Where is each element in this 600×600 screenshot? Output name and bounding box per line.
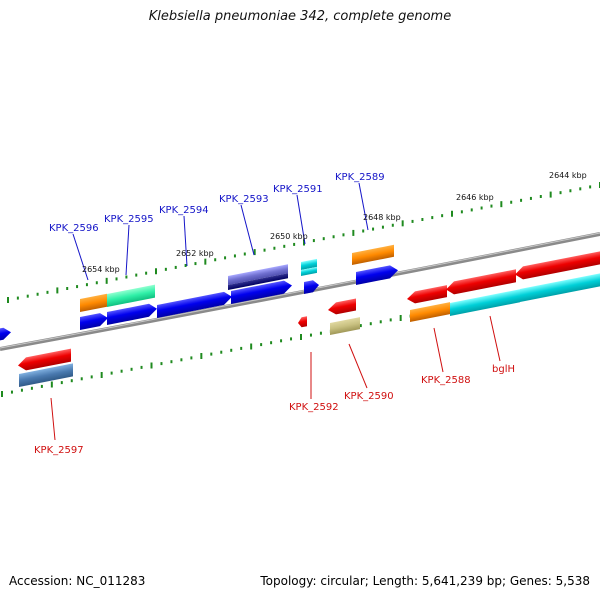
label-leader-line: [183, 215, 188, 267]
gene-label: KPK_2595: [104, 214, 154, 225]
gene-label: KPK_2596: [49, 223, 99, 234]
scale-labels: 2654 kbp 2652 kbp 2650 kbp 2648 kbp 2646…: [82, 171, 587, 274]
gene-label: KPK_2589: [335, 172, 385, 183]
gene-box: [228, 264, 288, 285]
gene-box-shape: [410, 302, 450, 322]
scale-label: 2646 kbp: [456, 193, 494, 202]
scale-label: 2650 kbp: [270, 232, 308, 241]
gene-box-shape: [19, 363, 73, 387]
gene-arrow: [157, 291, 232, 318]
gene-arrow-shape: [157, 291, 232, 318]
gene-arrow: [446, 269, 516, 295]
gene-label: KPK_2592: [289, 402, 339, 413]
gene-box: [19, 363, 73, 387]
gene-arrow-shape: [298, 316, 307, 328]
label-leader-line: [296, 194, 306, 245]
gene-label: KPK_2593: [219, 194, 269, 205]
gene-box-shape: [228, 264, 288, 285]
gene-arrow: [0, 327, 11, 342]
gene-box-shape: [107, 284, 155, 307]
label-leader-line: [348, 343, 368, 389]
map-title: Klebsiella pneumoniae 342, complete geno…: [148, 9, 452, 24]
gene-label: KPK_2591: [273, 184, 323, 195]
label-leader-line: [125, 224, 130, 276]
gene-arrow: [407, 285, 447, 304]
label-leader-line: [50, 397, 56, 441]
genome-backbone-highlight: [0, 232, 600, 349]
gene-box: [352, 244, 394, 265]
gene-box: [410, 302, 450, 322]
gene-box-shape: [450, 289, 520, 316]
gene-arrow-shape: [0, 327, 11, 342]
gene-box-shape: [301, 258, 317, 270]
gene-arrow: [107, 303, 157, 325]
label-leader-line: [72, 233, 89, 281]
gene-arrow: [18, 348, 71, 371]
gene-box: [107, 284, 155, 307]
gene-arrow-shape: [80, 313, 108, 330]
gene-arrow-shape: [304, 280, 319, 294]
gene-features: [0, 244, 600, 387]
label-leader-line: [433, 327, 444, 373]
gene-box-shape: [228, 273, 288, 290]
gene-label: KPK_2594: [159, 205, 209, 216]
gene-labels-bottom: KPK_2597 KPK_2592 KPK_2590 KPK_2588 bglH: [34, 364, 515, 456]
gene-arrow-shape: [328, 298, 356, 315]
gene-label: KPK_2597: [34, 445, 84, 456]
gene-arrow-shape: [18, 348, 71, 371]
gene-box-shape: [520, 272, 600, 302]
gene-arrow-shape: [515, 250, 600, 280]
gene-label: bglH: [492, 364, 515, 375]
accession-text: Accession: NC_011283: [9, 574, 146, 588]
gene-box-shape: [301, 266, 317, 276]
gene-arrow: [515, 250, 600, 280]
topology-text: Topology: circular; Length: 5,641,239 bp…: [260, 574, 590, 588]
label-leader-line: [240, 204, 255, 256]
scale-label: 2654 kbp: [82, 265, 120, 274]
gene-box-shape: [352, 244, 394, 265]
gene-arrow-shape: [231, 280, 292, 304]
gene-box: [330, 317, 360, 335]
scale-label: 2648 kbp: [363, 213, 401, 222]
gene-arrow: [80, 313, 108, 330]
label-leader-lines: [50, 182, 501, 441]
gene-label: KPK_2588: [421, 375, 471, 386]
gene-label: KPK_2590: [344, 391, 394, 402]
scale-label: 2644 kbp: [549, 171, 587, 180]
label-leader-line: [358, 182, 369, 231]
genome-backbone: [0, 232, 600, 351]
gene-box: [80, 293, 107, 312]
gene-arrow: [231, 280, 292, 304]
gene-arrow-shape: [446, 269, 516, 295]
gene-box-shape: [330, 317, 360, 335]
gene-arrow: [298, 316, 307, 328]
gene-box: [301, 258, 317, 270]
gene-arrow: [356, 265, 398, 285]
gene-box: [301, 266, 317, 276]
gene-box: [228, 273, 288, 290]
gene-arrow-shape: [356, 265, 398, 285]
scale-ticks-top: [7, 182, 600, 303]
gene-box: [450, 289, 520, 316]
gene-box: [520, 272, 600, 302]
gene-arrow: [304, 280, 319, 294]
scale-label: 2652 kbp: [176, 249, 214, 258]
label-leader-line: [489, 315, 501, 362]
gene-arrow-shape: [107, 303, 157, 325]
gene-arrow-shape: [407, 285, 447, 304]
gene-labels-top: KPK_2596 KPK_2595 KPK_2594 KPK_2593 KPK_…: [49, 172, 385, 234]
gene-box-shape: [80, 293, 107, 312]
gene-arrow: [328, 298, 356, 315]
